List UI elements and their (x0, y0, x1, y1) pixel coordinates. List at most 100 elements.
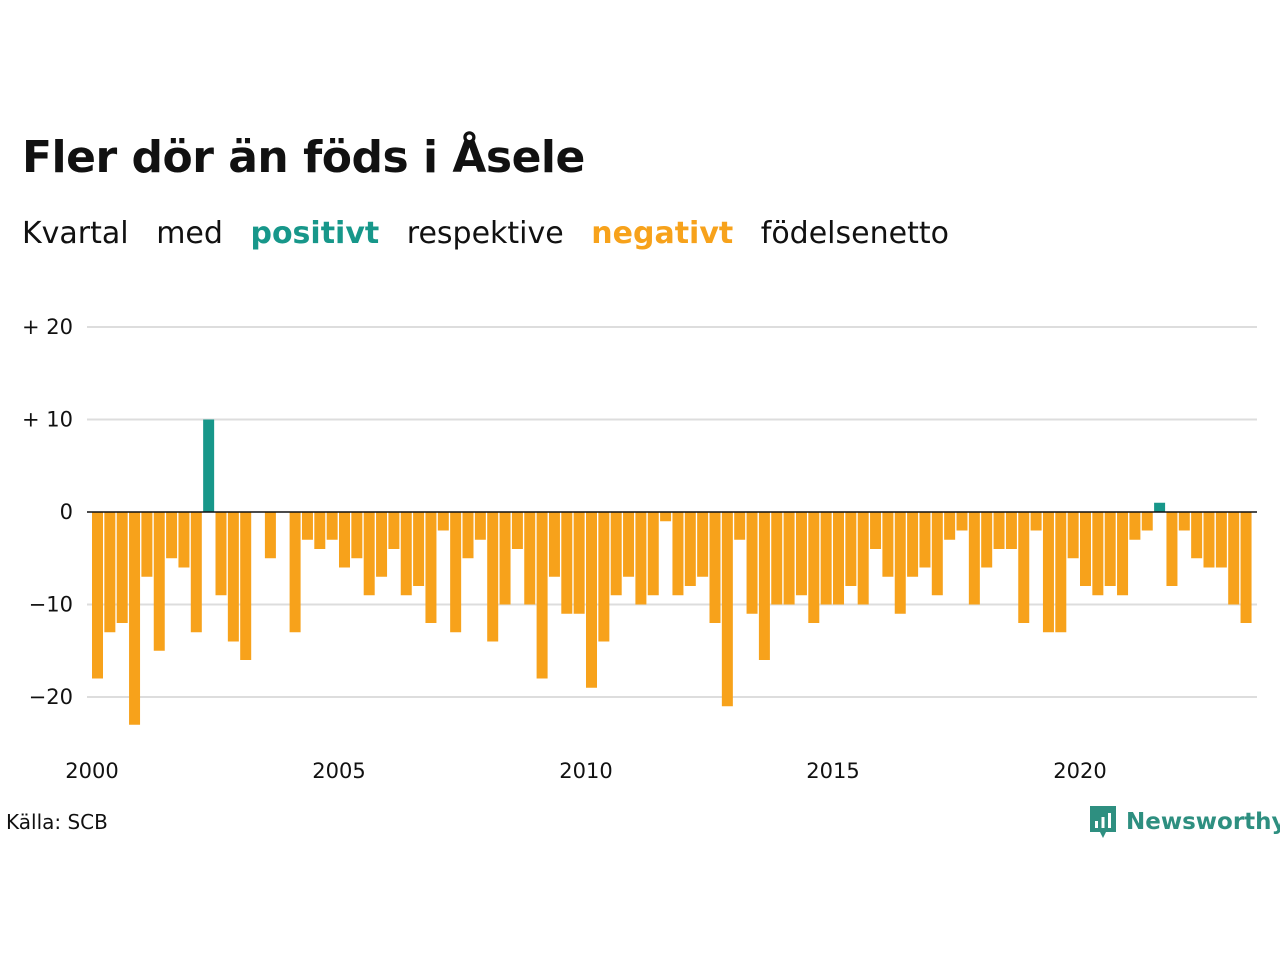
bar-negative (450, 512, 462, 633)
bar-negative (1005, 512, 1017, 549)
bar-negative (462, 512, 474, 559)
bar-negative (795, 512, 807, 596)
bar-negative (709, 512, 721, 623)
gridlines (87, 326, 1257, 698)
x-tick-label: 2000 (65, 759, 118, 783)
bar-negative (684, 512, 696, 586)
bar-negative (1104, 512, 1116, 586)
subtitle-word-respektive: respektive (406, 216, 564, 251)
bar-negative (548, 512, 560, 577)
bar-negative (981, 512, 993, 568)
bar-negative (894, 512, 906, 614)
bar-negative (1240, 512, 1252, 623)
bar-negative (289, 512, 301, 633)
bar-negative (857, 512, 869, 605)
bar-negative (474, 512, 486, 540)
y-tick-label: −10 (29, 593, 73, 617)
bar-negative (993, 512, 1005, 549)
y-tick-label: + 20 (22, 315, 73, 339)
bar-negative (116, 512, 128, 623)
x-tick-label: 2005 (312, 759, 365, 783)
axes: + 20 + 10 0 −10 −20 2000 2005 2010 2015 2020 (22, 315, 1257, 783)
bar-negative (92, 512, 103, 679)
bar-negative (129, 512, 141, 725)
bar-negative (1203, 512, 1215, 568)
bar-negative (388, 512, 400, 549)
x-tick-label: 2015 (806, 759, 859, 783)
bar-negative (721, 512, 733, 707)
bar-negative (1067, 512, 1079, 559)
bar-negative (215, 512, 227, 596)
brand-name: Newsworthy (1126, 809, 1280, 835)
bar-negative (1215, 512, 1227, 568)
bar-negative (1092, 512, 1104, 596)
bar-negative (178, 512, 190, 568)
bar-negative (610, 512, 622, 596)
bar-negative (919, 512, 931, 568)
bar-negative (586, 512, 597, 688)
y-tick-label: −20 (29, 685, 73, 709)
bar-negative (536, 512, 548, 679)
bar-negative (573, 512, 585, 614)
bar-negative (783, 512, 795, 605)
bar-negative (758, 512, 770, 660)
bar-negative (882, 512, 894, 577)
bar-negative (968, 512, 980, 605)
brand-logo: Newsworthy (1088, 804, 1280, 840)
bar-negative (166, 512, 178, 559)
bar-negative (1166, 512, 1178, 586)
y-tick-label: + 10 (22, 408, 73, 432)
bar-positive (203, 419, 215, 512)
y-tick-label: 0 (60, 500, 73, 524)
bar-negative (1042, 512, 1054, 633)
bar-negative (499, 512, 511, 605)
bar-negative (227, 512, 239, 642)
bar-negative (104, 512, 116, 633)
bar-negative (400, 512, 412, 596)
bar-negative (153, 512, 165, 651)
bar-negative (1141, 512, 1153, 531)
bar-negative (314, 512, 326, 549)
bar-negative (1080, 512, 1091, 586)
bar-negative (1030, 512, 1042, 531)
x-tick-label: 2020 (1053, 759, 1106, 783)
bar-negative (437, 512, 449, 531)
bar-negative (647, 512, 659, 596)
bar-negative (326, 512, 338, 540)
bar-negative (907, 512, 919, 577)
bar-negative (1191, 512, 1203, 559)
subtitle-word-fodelsenetto: födelsenetto (760, 216, 949, 251)
bar-negative (141, 512, 153, 577)
source-note: Källa: SCB (6, 810, 108, 834)
bar-chart: + 20 + 10 0 −10 −20 2000 2005 2010 2015 2020 (22, 315, 1257, 783)
x-tick-label: 2010 (559, 759, 612, 783)
bar-negative (1055, 512, 1067, 633)
chart-subtitle: Kvartal med positivt respektive negativt… (22, 216, 967, 251)
bar-negative (190, 512, 202, 633)
bar-negative (697, 512, 709, 577)
bar-negative (635, 512, 647, 605)
subtitle-negative-label: negativt (591, 216, 734, 251)
bar-negative (771, 512, 783, 605)
subtitle-positive-label: positivt (250, 216, 380, 251)
bar-negative (301, 512, 313, 540)
bar-negative (734, 512, 746, 540)
bar-negative (240, 512, 252, 660)
bar-negative (820, 512, 832, 605)
bar-negative (1228, 512, 1240, 605)
bar-negative (1129, 512, 1141, 540)
bar-negative (931, 512, 943, 596)
subtitle-word-med: med (156, 216, 223, 251)
bar-negative (413, 512, 425, 586)
bar-negative (363, 512, 375, 596)
subtitle-word-kvartal: Kvartal (22, 216, 129, 251)
bar-positive (1154, 502, 1166, 512)
bar-negative (376, 512, 388, 577)
bar-negative (672, 512, 684, 596)
bar-negative (264, 512, 276, 559)
bars (92, 419, 1252, 725)
bar-negative (598, 512, 610, 642)
bar-negative (623, 512, 635, 577)
bar-negative (833, 512, 844, 605)
bar-negative (1018, 512, 1030, 623)
